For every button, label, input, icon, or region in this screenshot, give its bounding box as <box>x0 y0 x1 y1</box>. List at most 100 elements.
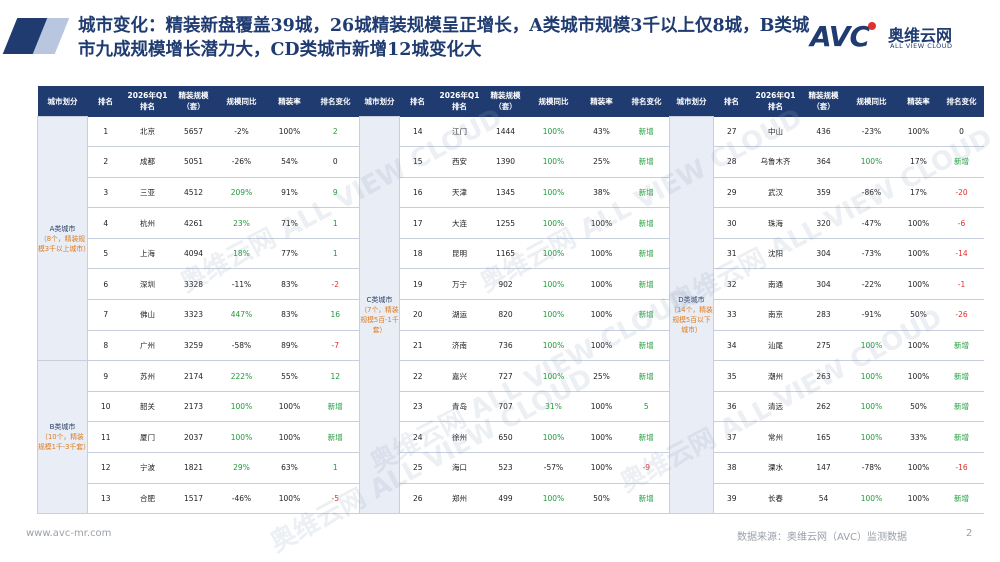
yoy-cell: 100% <box>527 116 580 148</box>
city-cell: 三亚 <box>123 177 172 209</box>
rank-cell: 2 <box>87 146 124 178</box>
city-cell: 昆明 <box>435 238 484 270</box>
rank-cell: 3 <box>87 177 124 209</box>
group-note: （8个，精装规模3千以上城市） <box>38 234 90 253</box>
rate-cell: 100% <box>579 391 624 423</box>
header-cell: 精装率 <box>897 86 940 117</box>
rank-cell: 21 <box>399 330 436 362</box>
rate-cell: 100% <box>579 452 624 484</box>
scale-cell: 4261 <box>171 207 216 239</box>
group-note: （10个，精装规模1千-3千套） <box>38 433 90 452</box>
scale-cell: 3323 <box>171 299 216 331</box>
yoy-cell: 100% <box>527 207 580 239</box>
scale-cell: 4512 <box>171 177 216 209</box>
city-cell: 济南 <box>435 330 484 362</box>
rate-cell: 100% <box>579 238 624 270</box>
rank-cell: 13 <box>87 483 124 515</box>
rank-cell: 22 <box>399 360 436 392</box>
table-row: 8 广州 3259 -58% 89% -7 21 济南 736 100% 100% 新增 34 汕尾 275… <box>38 330 984 362</box>
rate-cell: 100% <box>267 391 312 423</box>
change-cell: 1 <box>311 452 360 484</box>
scale-cell: 165 <box>801 421 846 454</box>
rank-cell: 38 <box>713 452 750 484</box>
city-cell: 中山 <box>749 116 802 148</box>
rate-cell: 50% <box>897 391 940 423</box>
change-cell: -2 <box>311 268 360 301</box>
city-cell: 天津 <box>435 177 484 209</box>
yoy-cell: 100% <box>527 360 580 392</box>
city-cell: 深圳 <box>123 268 172 301</box>
scale-cell: 820 <box>483 299 528 331</box>
scale-cell: 5051 <box>171 146 216 178</box>
change-cell: 新增 <box>311 391 360 423</box>
group-note: （14个，精装规模5百以下城市） <box>670 306 713 335</box>
scale-cell: 1345 <box>483 177 528 209</box>
city-cell: 汕尾 <box>749 330 802 362</box>
scale-cell: 283 <box>801 299 846 331</box>
change-cell: 新增 <box>939 360 984 392</box>
rate-cell: 100% <box>579 421 624 454</box>
title-accent <box>2 14 70 58</box>
city-cell: 宁波 <box>123 452 172 484</box>
table-row: 3 三亚 4512 209% 91% 9 16 天津 1345 100% 38% 新增 29 武汉 359-… <box>38 177 984 209</box>
footer-source: 数据来源：奥维云网（AVC）监测数据 <box>737 532 908 543</box>
city-cell: 海口 <box>435 452 484 484</box>
city-cell: 徐州 <box>435 421 484 454</box>
rank-cell: 33 <box>713 299 750 331</box>
rate-cell: 17% <box>897 177 940 209</box>
group-label-C: C类城市 （7个，精装规模5百-1千套） <box>359 115 400 515</box>
rank-cell: 24 <box>399 421 436 454</box>
scale-cell: 1390 <box>483 146 528 178</box>
yoy-cell: 23% <box>215 207 268 239</box>
rate-cell: 83% <box>267 268 312 301</box>
rank-cell: 36 <box>713 391 750 423</box>
table-row: 10 韶关 2173 100% 100% 新增 23 青岛 707 31% 100% 5 36 清远 262… <box>38 391 984 423</box>
change-cell: 新增 <box>623 207 670 239</box>
scale-cell: 1517 <box>171 483 216 515</box>
change-cell: 新增 <box>623 483 670 515</box>
change-cell: 16 <box>311 299 360 331</box>
city-cell: 常州 <box>749 421 802 454</box>
rate-cell: 25% <box>579 360 624 392</box>
scale-cell: 5657 <box>171 116 216 148</box>
city-cell: 郑州 <box>435 483 484 515</box>
header-cell: 2026年Q1 排名 <box>123 86 172 117</box>
change-cell: 新增 <box>623 177 670 209</box>
table-row: 13 合肥 1517 -46% 100% -5 26 郑州 499 100% 50% 新增 39 长春 54… <box>38 483 984 515</box>
change-cell: 新增 <box>623 146 670 178</box>
table-row: 4 杭州 4261 23% 71% 1 17 大连 1255 100% 100% 新增 30 珠海 320-… <box>38 207 984 239</box>
rate-cell: 77% <box>267 238 312 270</box>
yoy-cell: 100% <box>527 238 580 270</box>
change-cell: -9 <box>623 452 670 484</box>
yoy-cell: 100% <box>527 268 580 301</box>
header-cell: 排名变化 <box>623 86 670 117</box>
yoy-cell: 100% <box>845 360 898 392</box>
header-cell: 规模同比 <box>215 86 268 117</box>
rate-cell: 100% <box>579 299 624 331</box>
scale-cell: 2037 <box>171 421 216 454</box>
rate-cell: 100% <box>579 268 624 301</box>
yoy-cell: -58% <box>215 330 268 362</box>
rate-cell: 91% <box>267 177 312 209</box>
rate-cell: 83% <box>267 299 312 331</box>
scale-cell: 147 <box>801 452 846 484</box>
scale-cell: 304 <box>801 268 846 301</box>
scale-cell: 523 <box>483 452 528 484</box>
scale-cell: 436 <box>801 116 846 148</box>
yoy-cell: 29% <box>215 452 268 484</box>
change-cell: -1 <box>939 268 984 301</box>
table-row: 12 宁波 1821 29% 63% 1 25 海口 523 -57% 100% -9 38 溧水 147-… <box>38 452 984 484</box>
scale-cell: 650 <box>483 421 528 454</box>
rate-cell: 89% <box>267 330 312 362</box>
yoy-cell: 100% <box>845 421 898 454</box>
yoy-cell: -23% <box>845 116 898 148</box>
table-row: B类城市 （10个，精装规模1千-3千套） 9 苏州 2174 222% 55% 12 22 嘉兴… <box>37 360 984 515</box>
header-cell: 城市划分 <box>37 86 88 117</box>
rate-cell: 38% <box>579 177 624 209</box>
change-cell: 5 <box>623 391 670 423</box>
rank-cell: 18 <box>399 238 436 270</box>
header-cell: 精装规模 （套） <box>801 86 846 117</box>
rate-cell: 71% <box>267 207 312 239</box>
page-title: 城市变化：精装新盘覆盖39城，26城精装规模呈正增长，A类城市规模3千以上仅8城… <box>78 16 810 60</box>
yoy-cell: -57% <box>527 452 580 484</box>
